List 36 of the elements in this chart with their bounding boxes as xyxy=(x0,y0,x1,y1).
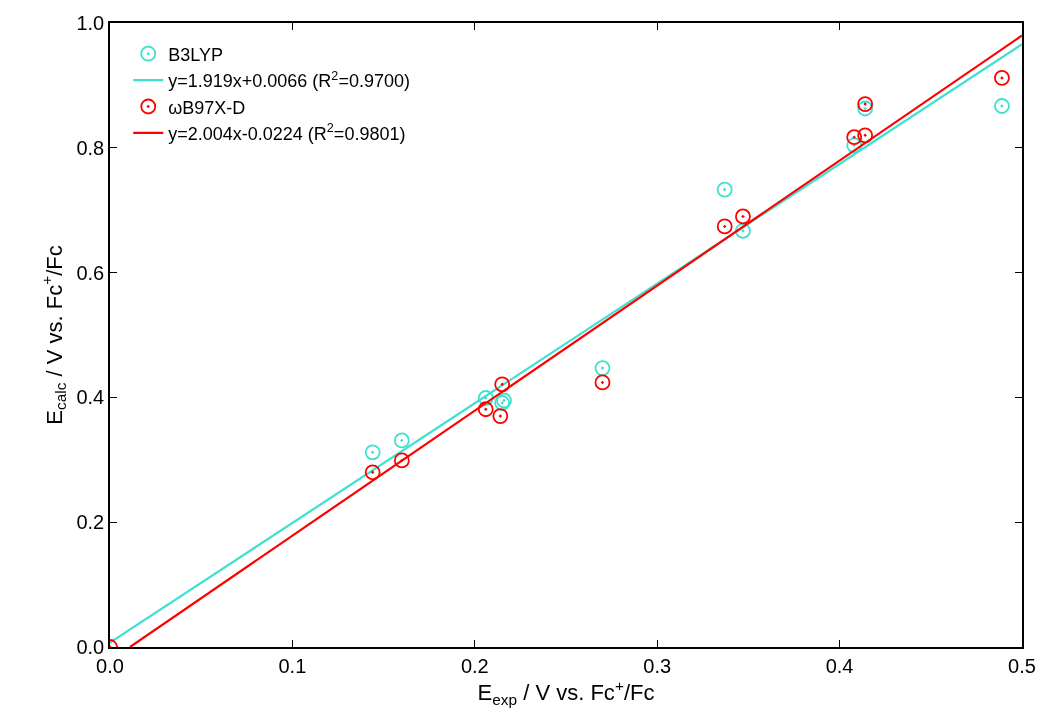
y-tick-label: 0.2 xyxy=(76,511,105,534)
point xyxy=(857,127,874,144)
x-tick-label: 0.4 xyxy=(825,654,854,677)
point xyxy=(735,208,751,225)
x-tick-label: 0.2 xyxy=(460,654,489,677)
y-tick-label: 1.0 xyxy=(76,12,105,34)
point xyxy=(857,100,874,117)
y-tick-label: 0.6 xyxy=(76,261,105,284)
point xyxy=(364,464,381,481)
point xyxy=(494,376,511,393)
y-tick-label: 0.8 xyxy=(76,136,105,159)
y-tick-label: 0.4 xyxy=(76,386,105,409)
point xyxy=(477,390,494,406)
point xyxy=(492,408,509,425)
point xyxy=(364,444,381,461)
point xyxy=(994,70,1010,86)
point xyxy=(594,374,611,391)
point xyxy=(594,360,611,376)
legend-label: B3LYP xyxy=(168,44,223,65)
legend-label: ωB97X-D xyxy=(168,97,246,118)
x-tick-label: 0.3 xyxy=(643,654,672,677)
point xyxy=(846,129,863,146)
point xyxy=(716,218,733,235)
x-tick-label: 0.1 xyxy=(278,654,307,677)
point xyxy=(393,432,410,449)
point xyxy=(857,96,874,113)
legend-label: y=1.919x+0.0066 (R$^{2}$=0.9700) xyxy=(168,68,410,92)
point xyxy=(393,452,410,469)
point xyxy=(735,222,751,239)
point xyxy=(716,181,733,198)
point xyxy=(994,98,1010,114)
x-axis-title: E$_{exp}$ / V vs. Fc$^{+}$/Fc xyxy=(477,676,655,708)
legend-label: y=2.004x-0.0224 (R$^{2}$=0.9801) xyxy=(168,121,406,144)
point xyxy=(846,137,863,154)
point xyxy=(477,401,494,418)
x-tick-label: 0.5 xyxy=(1008,654,1036,677)
